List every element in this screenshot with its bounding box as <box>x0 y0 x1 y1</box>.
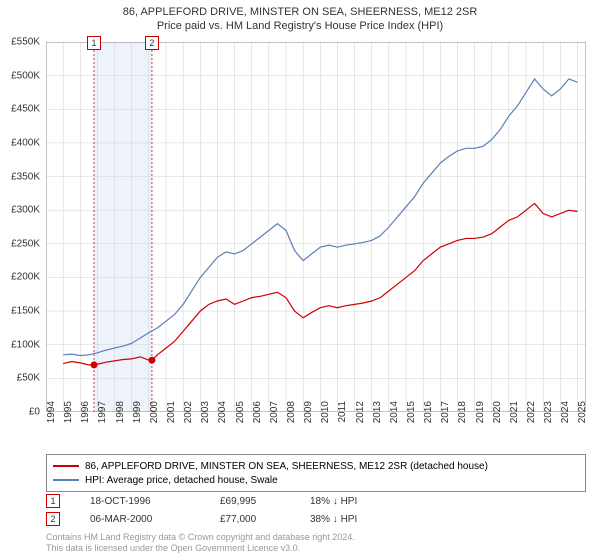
transaction-pct: 38% ↓ HPI <box>310 514 400 525</box>
legend-swatch <box>53 465 79 467</box>
footer-attribution: Contains HM Land Registry data © Crown c… <box>46 532 355 554</box>
transaction-price: £77,000 <box>220 514 310 525</box>
y-tick-label: £250K <box>0 238 40 249</box>
x-tick-label: 2004 <box>217 401 228 431</box>
x-tick-label: 2013 <box>372 401 383 431</box>
x-tick-label: 1998 <box>115 401 126 431</box>
transaction-price: £69,995 <box>220 496 310 507</box>
x-tick-label: 1999 <box>132 401 143 431</box>
legend-box: 86, APPLEFORD DRIVE, MINSTER ON SEA, SHE… <box>46 454 586 492</box>
chart-title: 86, APPLEFORD DRIVE, MINSTER ON SEA, SHE… <box>0 0 600 18</box>
x-tick-label: 1996 <box>80 401 91 431</box>
transaction-row: 1 18-OCT-1996£69,99518% ↓ HPI <box>46 492 400 510</box>
y-tick-label: £50K <box>0 373 40 384</box>
y-tick-label: £300K <box>0 205 40 216</box>
x-tick-label: 2012 <box>355 401 366 431</box>
footer-line1: Contains HM Land Registry data © Crown c… <box>46 532 355 543</box>
x-tick-label: 1994 <box>46 401 57 431</box>
x-tick-label: 2015 <box>406 401 417 431</box>
x-tick-label: 2025 <box>577 401 588 431</box>
plot-svg <box>46 42 586 412</box>
y-tick-label: £550K <box>0 37 40 48</box>
x-tick-label: 2002 <box>183 401 194 431</box>
y-tick-label: £0 <box>0 407 40 418</box>
x-tick-label: 1997 <box>97 401 108 431</box>
x-tick-label: 2011 <box>337 401 348 431</box>
legend-label: 86, APPLEFORD DRIVE, MINSTER ON SEA, SHE… <box>85 461 488 472</box>
x-tick-label: 1995 <box>63 401 74 431</box>
x-tick-label: 2007 <box>269 401 280 431</box>
chart-subtitle: Price paid vs. HM Land Registry's House … <box>0 18 600 32</box>
x-tick-label: 2020 <box>492 401 503 431</box>
legend-label: HPI: Average price, detached house, Swal… <box>85 475 278 486</box>
transaction-date: 06-MAR-2000 <box>90 514 220 525</box>
x-tick-label: 2018 <box>457 401 468 431</box>
chart-container: 86, APPLEFORD DRIVE, MINSTER ON SEA, SHE… <box>0 0 600 560</box>
transaction-pct: 18% ↓ HPI <box>310 496 400 507</box>
legend-swatch <box>53 479 79 481</box>
x-tick-label: 2024 <box>560 401 571 431</box>
x-tick-label: 2010 <box>320 401 331 431</box>
x-tick-label: 2022 <box>526 401 537 431</box>
x-tick-label: 2016 <box>423 401 434 431</box>
x-tick-label: 2021 <box>509 401 520 431</box>
footer-line2: This data is licensed under the Open Gov… <box>46 543 355 554</box>
y-tick-label: £350K <box>0 171 40 182</box>
transaction-marker: 2 <box>145 36 159 50</box>
transaction-marker-cell: 2 <box>46 512 60 526</box>
y-tick-label: £150K <box>0 306 40 317</box>
y-tick-label: £200K <box>0 272 40 283</box>
y-tick-label: £100K <box>0 339 40 350</box>
x-tick-label: 2005 <box>235 401 246 431</box>
x-tick-label: 2000 <box>149 401 160 431</box>
x-tick-label: 2003 <box>200 401 211 431</box>
x-tick-label: 2009 <box>303 401 314 431</box>
y-tick-label: £450K <box>0 104 40 115</box>
legend-item: 86, APPLEFORD DRIVE, MINSTER ON SEA, SHE… <box>53 459 579 473</box>
x-tick-label: 2006 <box>252 401 263 431</box>
x-tick-label: 2023 <box>543 401 554 431</box>
x-tick-label: 2008 <box>286 401 297 431</box>
transaction-date: 18-OCT-1996 <box>90 496 220 507</box>
transaction-marker: 1 <box>87 36 101 50</box>
x-tick-label: 2019 <box>475 401 486 431</box>
legend-item: HPI: Average price, detached house, Swal… <box>53 473 579 487</box>
transaction-row: 2 06-MAR-2000£77,00038% ↓ HPI <box>46 510 400 528</box>
x-tick-label: 2001 <box>166 401 177 431</box>
x-tick-label: 2017 <box>440 401 451 431</box>
y-tick-label: £500K <box>0 70 40 81</box>
transaction-marker-cell: 1 <box>46 494 60 508</box>
x-tick-label: 2014 <box>389 401 400 431</box>
y-tick-label: £400K <box>0 137 40 148</box>
transaction-table: 1 18-OCT-1996£69,99518% ↓ HPI 2 06-MAR-2000… <box>46 492 400 528</box>
chart-area: £0£50K£100K£150K£200K£250K£300K£350K£400… <box>46 42 586 412</box>
